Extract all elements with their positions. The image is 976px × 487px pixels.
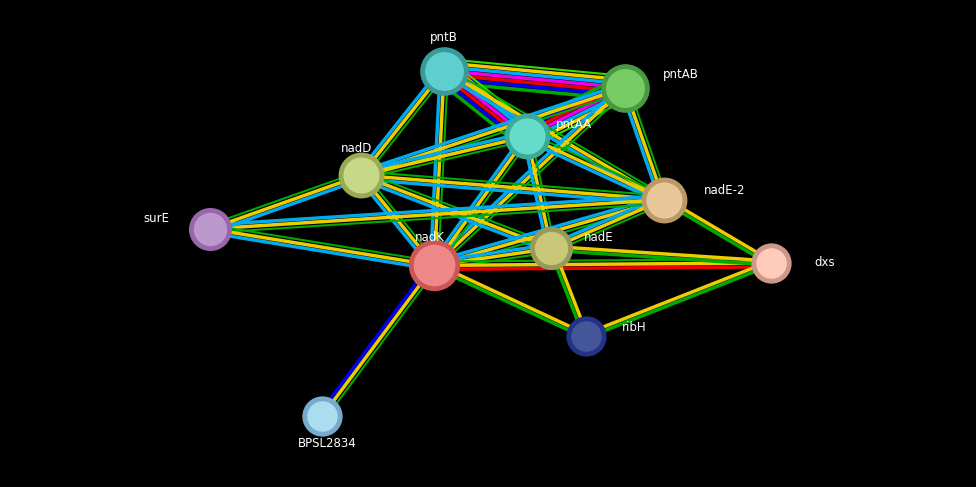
Point: [427, 262, 442, 269]
Point: [427, 262, 442, 269]
Point: [519, 132, 535, 140]
Text: BPSL2834: BPSL2834: [298, 437, 356, 450]
Point: [544, 244, 559, 252]
Point: [353, 171, 369, 179]
Text: nadK: nadK: [415, 231, 444, 244]
Text: pntAA: pntAA: [555, 118, 592, 131]
Point: [578, 332, 593, 340]
Point: [763, 259, 779, 267]
Point: [656, 196, 671, 204]
Text: ribH: ribH: [622, 321, 647, 334]
Point: [544, 244, 559, 252]
Point: [314, 412, 330, 420]
Point: [436, 67, 452, 75]
Point: [519, 132, 535, 140]
Text: nadE: nadE: [584, 231, 613, 244]
Point: [202, 225, 218, 233]
Point: [617, 84, 632, 92]
Text: surE: surE: [143, 212, 169, 225]
Text: nadD: nadD: [341, 142, 372, 155]
Point: [656, 196, 671, 204]
Text: nadE-2: nadE-2: [704, 185, 745, 197]
Text: pntB: pntB: [430, 31, 458, 44]
Point: [353, 171, 369, 179]
Point: [314, 412, 330, 420]
Text: dxs: dxs: [814, 257, 835, 269]
Text: pntAB: pntAB: [664, 68, 699, 80]
Point: [436, 67, 452, 75]
Point: [578, 332, 593, 340]
Point: [617, 84, 632, 92]
Point: [202, 225, 218, 233]
Point: [763, 259, 779, 267]
